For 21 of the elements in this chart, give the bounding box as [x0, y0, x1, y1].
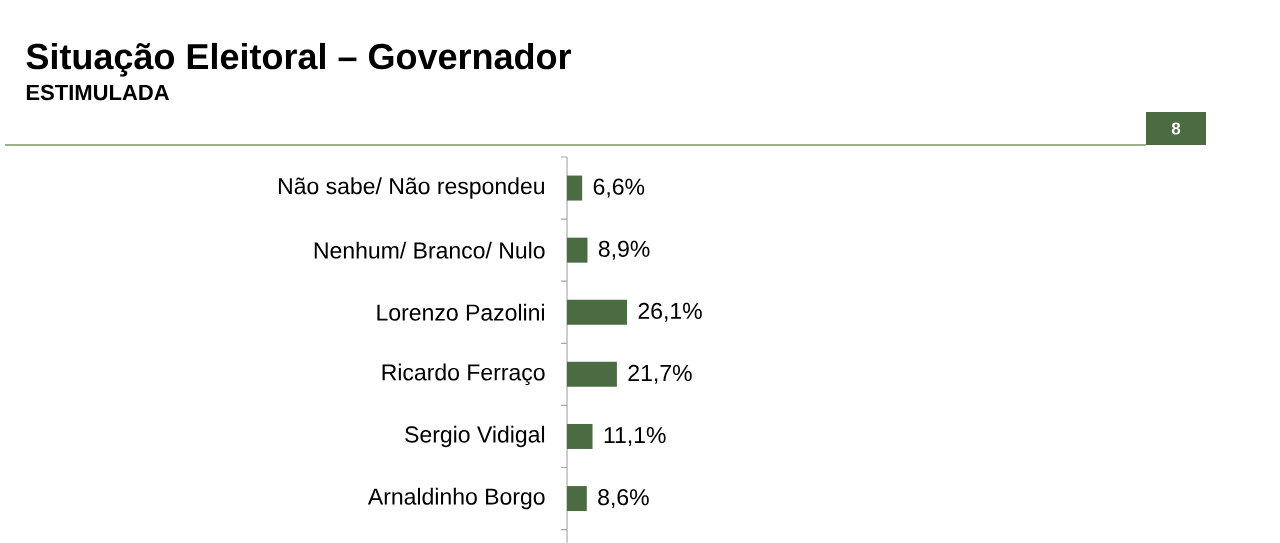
bar: [567, 486, 587, 512]
data-label: 11,1%: [604, 427, 666, 446]
bar: [567, 237, 588, 263]
bar: [567, 423, 593, 449]
chart-title: Situação Eleitoral – Governador: [26, 42, 572, 77]
y-tick-label: Lorenzo Pazolini: [377, 303, 544, 321]
text: ESTIMULADA: [26, 84, 170, 101]
data-label: 21,7%: [628, 364, 692, 384]
bar: [567, 299, 628, 325]
data-label: 26,1%: [638, 302, 702, 322]
bar: [567, 361, 617, 387]
data-label: 8,9%: [598, 240, 650, 260]
data-label: 6,6%: [593, 178, 645, 198]
y-tick-label: Sergio Vidigal: [405, 425, 545, 448]
y-tick-label: Não sabe/ Não respondeu: [278, 177, 545, 199]
data-label: 8,6%: [598, 489, 649, 509]
y-tick-label: Ricardo Ferraço: [382, 363, 545, 386]
text: 8: [1171, 122, 1181, 135]
y-tick-label: Arnaldinho Borgo: [367, 487, 545, 510]
bar: [567, 175, 583, 201]
y-tick-label: Nenhum/ Branco/ Nulo: [314, 241, 545, 259]
